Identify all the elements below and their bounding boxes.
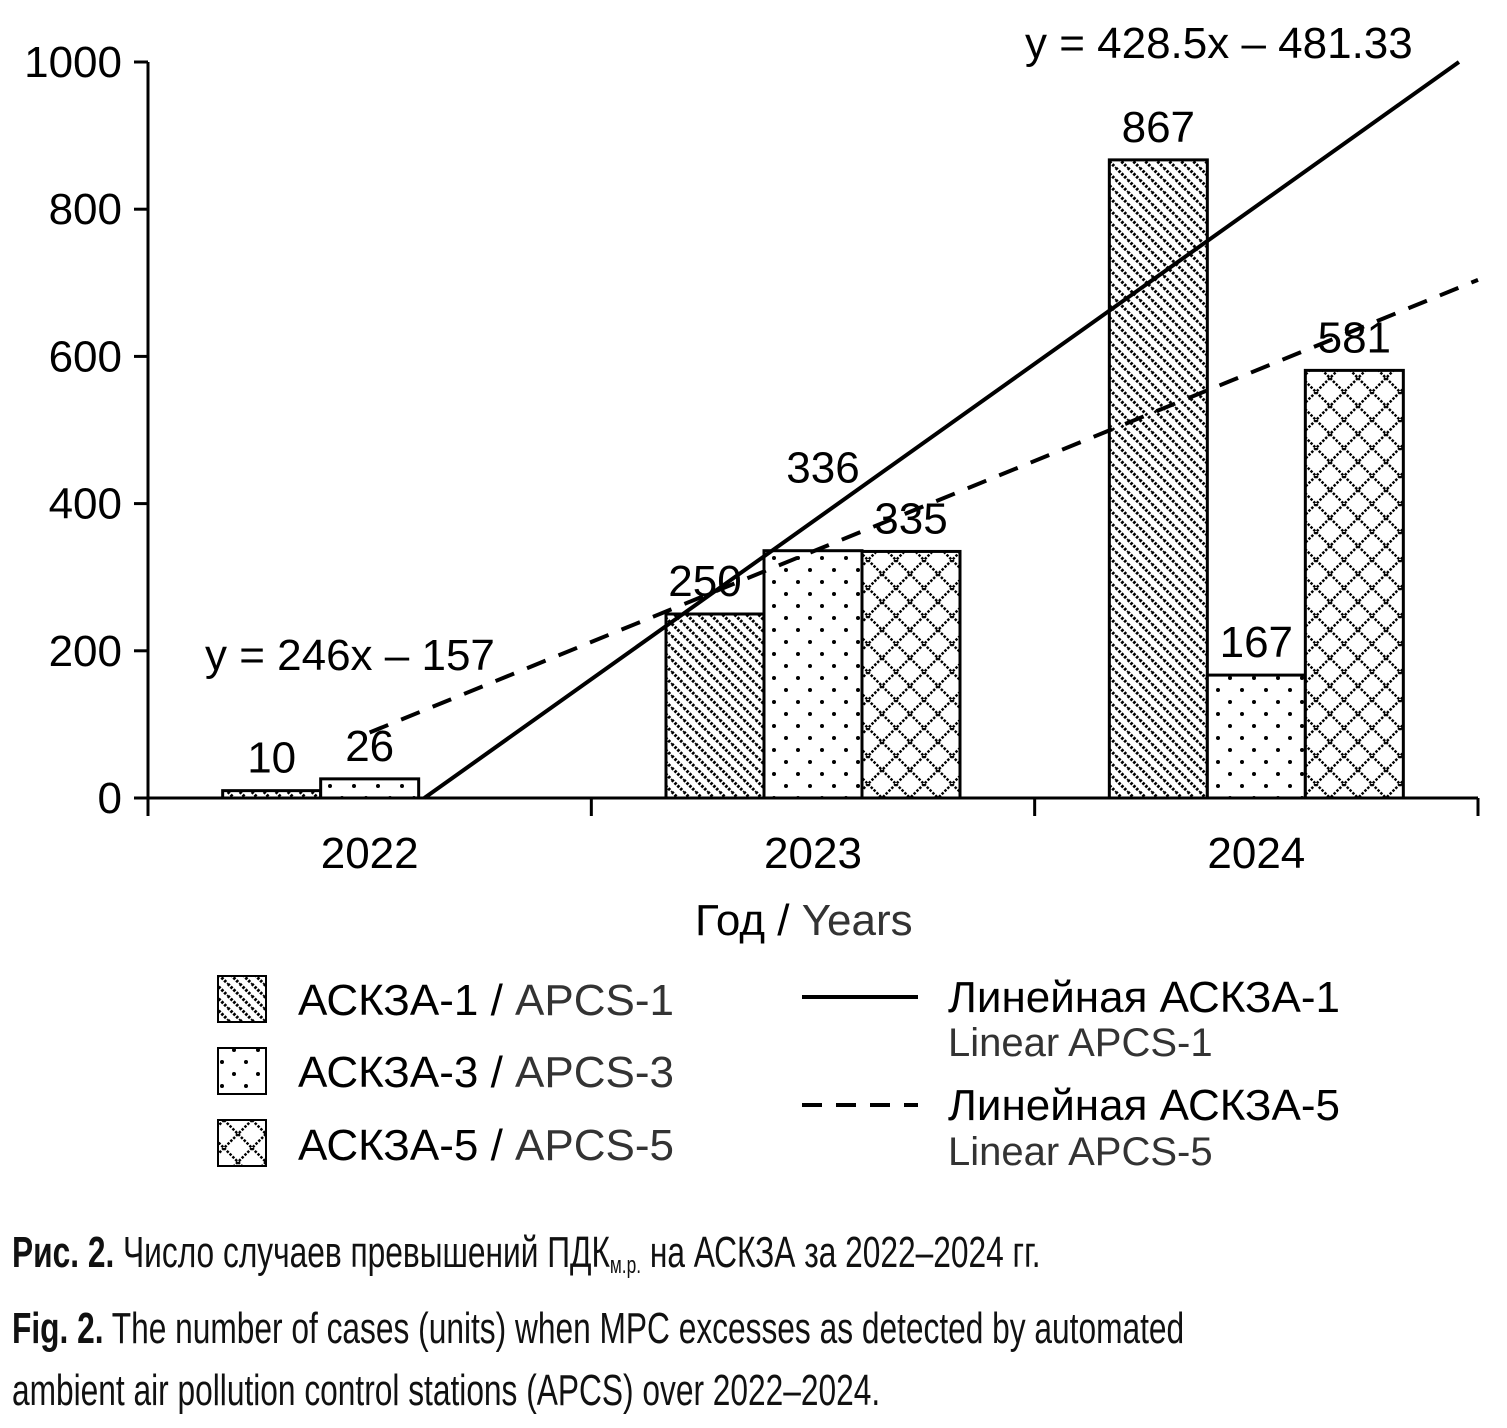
trendlines bbox=[368, 60, 1479, 800]
data-label: 581 bbox=[1318, 313, 1391, 362]
x-axis-label: Год / Years bbox=[695, 896, 913, 945]
y-tick-label: 800 bbox=[49, 185, 122, 234]
trendline-apcs1 bbox=[423, 60, 1461, 800]
bar-apcs-3-2022 bbox=[319, 777, 421, 800]
legend-label-apcs3: АСКЗА-3 / APCS-3 bbox=[298, 1048, 674, 1097]
legend-label-apcs1: АСКЗА-1 / APCS-1 bbox=[298, 976, 674, 1025]
data-label: 335 bbox=[874, 494, 947, 543]
y-tick-label: 0 bbox=[98, 774, 122, 823]
y-tick-label: 200 bbox=[49, 627, 122, 676]
trend-equation-apcs5: y = 246x – 157 bbox=[205, 631, 495, 680]
caption-ru-label: Рис. 2. bbox=[12, 1228, 115, 1277]
caption-en-text: The number of cases (units) when MPC exc… bbox=[111, 1304, 1185, 1353]
bar-apcs-1-2023 bbox=[664, 612, 766, 800]
data-label: 26 bbox=[345, 722, 394, 771]
legend-label-trend-apcs1: Линейная АСКЗА-1 bbox=[948, 973, 1340, 1022]
data-label: 250 bbox=[668, 557, 741, 606]
trend-equation-apcs1: y = 428.5x – 481.33 bbox=[1025, 19, 1413, 68]
legend-label-trend-apcs1-en: Linear APCS-1 bbox=[948, 1021, 1213, 1065]
caption-ru: Рис. 2. Число случаев превышений ПДКм.р.… bbox=[12, 1228, 1041, 1280]
legend-label-trend-apcs5-en: Linear APCS-5 bbox=[948, 1130, 1213, 1174]
x-tick-label: 2024 bbox=[1207, 829, 1305, 878]
caption-en-line1: Fig. 2. The number of cases (units) when… bbox=[12, 1304, 1184, 1354]
x-tick-label: 2022 bbox=[321, 829, 419, 878]
legend: АСКЗА-1 / APCS-1 АСКЗА-3 / APCS-3 АСКЗА-… bbox=[217, 973, 1340, 1174]
axes: 0 200 400 600 800 1000 2022 2023 2024 bbox=[24, 38, 1480, 878]
legend-label-apcs5: АСКЗА-5 / APCS-5 bbox=[298, 1121, 674, 1170]
data-label: 336 bbox=[786, 444, 859, 493]
data-label: 167 bbox=[1220, 618, 1293, 667]
y-tick-label: 400 bbox=[49, 480, 122, 529]
data-label: 867 bbox=[1122, 103, 1195, 152]
trendline-apcs5 bbox=[368, 278, 1479, 735]
caption-ru-text: Число случаев превышений ПДК bbox=[123, 1228, 610, 1277]
legend-swatch-apcs3 bbox=[217, 1047, 267, 1095]
caption-en-line2: ambient air pollution control stations (… bbox=[12, 1366, 880, 1416]
bar-apcs-1-2022 bbox=[221, 789, 323, 800]
bar-apcs-5-2023 bbox=[860, 549, 962, 800]
legend-swatch-apcs1 bbox=[217, 975, 267, 1023]
bars bbox=[221, 158, 1405, 800]
caption-ru-subscript: м.р. bbox=[609, 1252, 642, 1279]
bar-apcs-3-2024 bbox=[1205, 673, 1307, 800]
bar-apcs-5-2024 bbox=[1303, 368, 1405, 800]
data-label: 10 bbox=[247, 734, 296, 783]
caption-en-label: Fig. 2. bbox=[12, 1304, 104, 1353]
y-tick-label: 1000 bbox=[24, 38, 122, 87]
bar-apcs-3-2023 bbox=[762, 549, 864, 800]
legend-label-trend-apcs5: Линейная АСКЗА-5 bbox=[948, 1081, 1340, 1130]
caption-en-text2: ambient air pollution control stations (… bbox=[12, 1366, 881, 1415]
bar-apcs-1-2024 bbox=[1107, 158, 1209, 800]
x-tick-label: 2023 bbox=[764, 829, 862, 878]
caption-ru-text2: на АСКЗА за 2022–2024 гг. bbox=[649, 1228, 1041, 1277]
labels: 10 250 867 26 336 167 335 581 bbox=[247, 103, 1391, 783]
bar-chart: 0 200 400 600 800 1000 2022 2023 2024 10 250 867 26… bbox=[24, 19, 1480, 1174]
legend-swatch-apcs5 bbox=[217, 1119, 267, 1167]
y-tick-label: 600 bbox=[49, 332, 122, 381]
